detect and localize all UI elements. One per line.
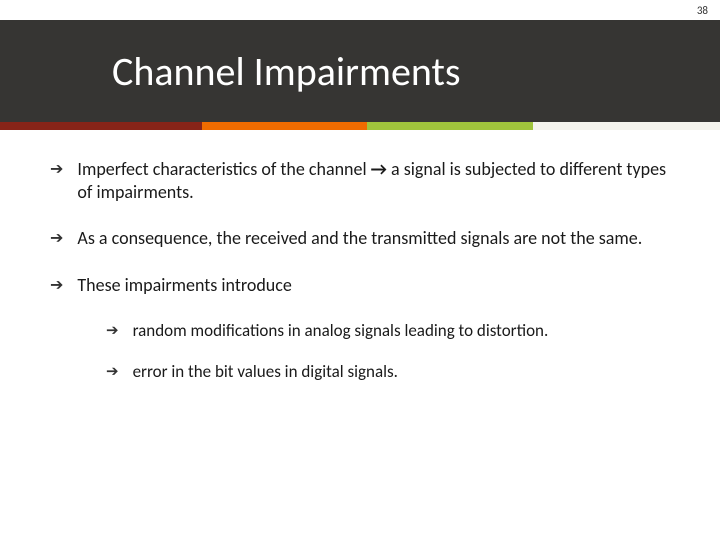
strip-segment-2 (202, 122, 368, 130)
bullet-text: error in the bit values in digital signa… (133, 361, 670, 382)
strip-segment-1 (0, 122, 202, 130)
list-item: ➔ random modifications in analog signals… (106, 320, 670, 341)
bullet-text: random modifications in analog signals l… (133, 320, 670, 341)
list-item: ➔ Imperfect characteristics of the chann… (50, 158, 670, 203)
content-area: ➔ Imperfect characteristics of the chann… (0, 130, 720, 383)
strip-segment-4 (533, 122, 720, 130)
strip-segment-3 (367, 122, 533, 130)
bullet-text: As a consequence, the received and the t… (77, 227, 670, 250)
list-item: ➔ These impairments introduce (50, 274, 670, 297)
list-item: ➔ As a consequence, the received and the… (50, 227, 670, 250)
arrow-icon: ➔ (50, 227, 63, 249)
slide-title: Channel Impairments (112, 47, 461, 96)
bullet-text: These impairments introduce (77, 274, 670, 297)
arrow-icon: ➔ (106, 320, 119, 341)
arrow-icon: ➔ (50, 158, 63, 180)
color-strip (0, 122, 720, 130)
page-number: 38 (697, 4, 708, 17)
bullet-text-pre: Imperfect characteristics of the channel (77, 158, 370, 180)
arrow-icon: ➔ (50, 274, 63, 296)
inline-arrow-icon: → (371, 158, 387, 180)
title-bar: Channel Impairments (0, 20, 720, 122)
header: Channel Impairments (0, 20, 720, 130)
list-item: ➔ error in the bit values in digital sig… (106, 361, 670, 382)
bullet-text: Imperfect characteristics of the channel… (77, 158, 670, 203)
arrow-icon: ➔ (106, 361, 119, 382)
